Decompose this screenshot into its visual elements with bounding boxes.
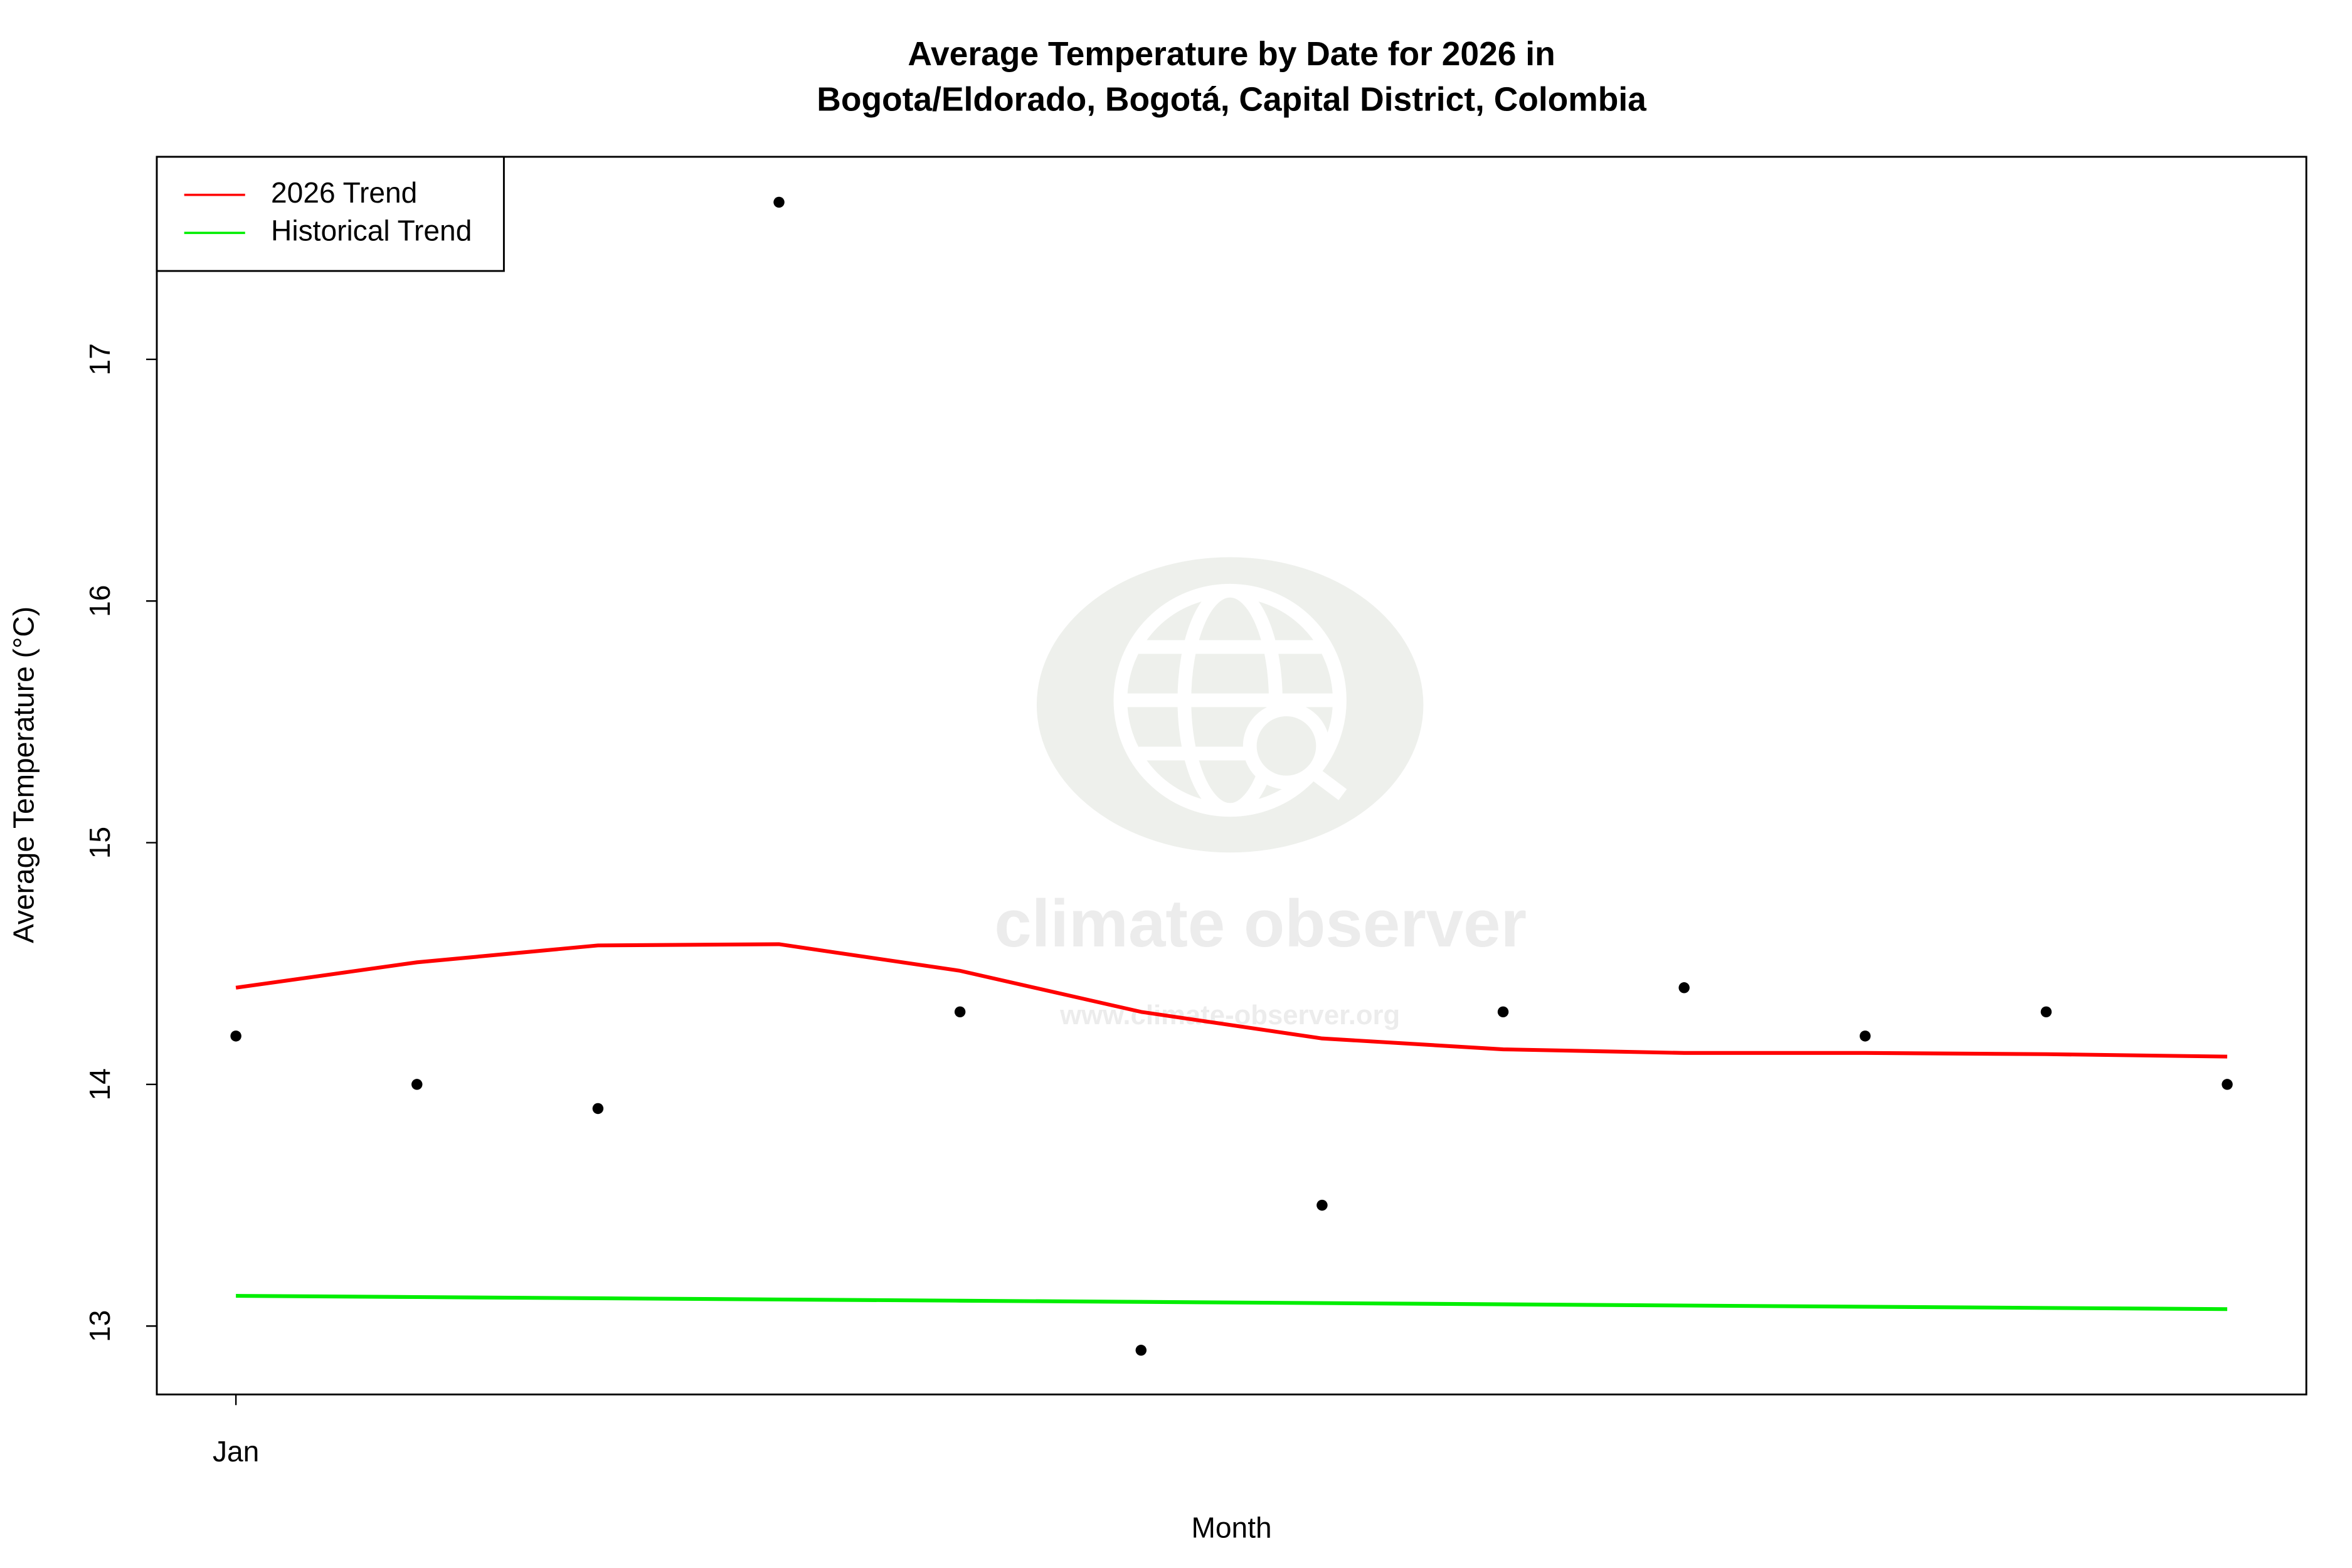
chart-title: Average Temperature by Date for 2026 in xyxy=(908,36,1555,73)
watermark-name: climate observer xyxy=(994,886,1527,961)
data-point xyxy=(230,1030,241,1042)
legend-label: 2026 Trend xyxy=(271,176,417,209)
x-axis-label: Month xyxy=(1192,1512,1272,1544)
data-point xyxy=(592,1103,604,1115)
y-tick-label: 14 xyxy=(83,1068,116,1100)
data-point xyxy=(954,1006,966,1018)
data-point xyxy=(773,196,785,208)
data-point xyxy=(411,1079,423,1090)
data-point xyxy=(1316,1199,1328,1211)
x-tick-label: Jan xyxy=(213,1435,259,1468)
data-point xyxy=(2040,1006,2052,1018)
data-point xyxy=(2222,1079,2233,1090)
chart-title: Bogota/Eldorado, Bogotá, Capital Distric… xyxy=(817,82,1647,119)
y-tick-label: 15 xyxy=(83,827,116,859)
data-point xyxy=(1497,1006,1509,1018)
data-point xyxy=(1678,982,1690,993)
y-tick-label: 16 xyxy=(83,585,116,617)
y-tick-label: 17 xyxy=(83,343,116,375)
data-point xyxy=(1860,1030,1871,1042)
legend-label: Historical Trend xyxy=(271,215,472,247)
y-axis-label: Average Temperature (°C) xyxy=(7,607,40,943)
data-point xyxy=(1135,1345,1147,1356)
trend-line xyxy=(236,1294,2228,1311)
y-tick-label: 13 xyxy=(83,1310,116,1342)
plot-frame xyxy=(156,156,2307,1396)
trend-line xyxy=(235,942,2228,1059)
legend-box xyxy=(156,156,505,272)
watermark-globe xyxy=(1113,583,1347,817)
